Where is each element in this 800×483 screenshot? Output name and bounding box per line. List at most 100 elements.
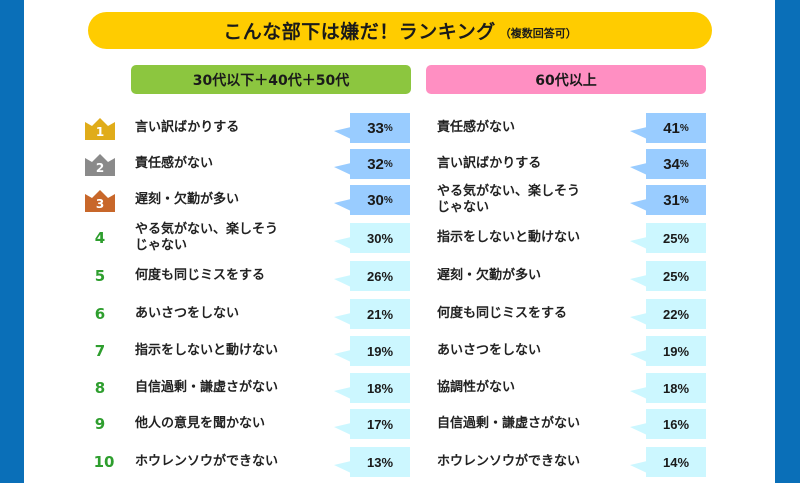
percent-bubble: 19% [334,336,410,366]
title-main: こんな部下は嫌だ！ランキング [223,21,496,43]
item-label: 何度も同じミスをする [135,268,266,283]
percent-unit: % [679,158,689,170]
item-label: 言い訳ばかりする [135,120,240,135]
bubble-tail [630,313,647,325]
title-sub: （複数回答可） [499,26,577,40]
bubble-tail [630,387,647,399]
percent-value: 32 [367,155,384,173]
bubble-tail [630,423,647,435]
bubble-tail [334,199,351,211]
percent-unit: % [383,122,393,134]
rank-badge: 7 [84,339,116,363]
rank-badge: 10 [88,450,120,474]
rank-number: 4 [94,229,106,247]
rank-number: 8 [94,379,106,397]
percent-value: 31 [663,191,680,209]
percent-bubble: 25% [630,261,706,291]
percent-value: 30% [366,230,394,246]
bubble-tail [630,237,647,249]
percent-unit: % [679,122,689,134]
rank-badge: 1 [84,116,116,140]
item-label: やる気がない、楽しそう じゃない [135,222,279,253]
percent-value: 30 [367,191,384,209]
percent-bubble: 30% [334,185,410,215]
percent-value: 26% [366,268,394,284]
rank-badge: 8 [84,376,116,400]
bubble-tail [334,127,351,139]
bubble-tail [334,423,351,435]
percent-unit: % [679,194,689,206]
percent-value: 41 [663,119,680,137]
right-column-header: 60代以上 [426,65,706,94]
rank-badge: 6 [84,302,116,326]
percent-value: 16% [662,416,690,432]
percent-value: 34 [663,155,680,173]
percent-bubble: 18% [630,373,706,403]
bubble-tail [334,163,351,175]
percent-value: 14% [662,454,690,470]
item-label: あいさつをしない [437,343,542,358]
percent-value: 25% [662,230,690,246]
left-column-header: 30代以下＋40代＋50代 [131,65,411,94]
bubble-tail [334,275,351,287]
percent-bubble: 13% [334,447,410,477]
rank-badge: 5 [84,264,116,288]
item-label: 何度も同じミスをする [437,306,568,321]
percent-value: 13% [366,454,394,470]
item-label: 指示をしないと動けない [135,343,279,358]
bubble-tail [630,275,647,287]
percent-value: 18% [662,380,690,396]
rank-number: 10 [93,453,115,471]
rank-badge: 2 [84,152,116,176]
item-label: ホウレンソウができない [135,454,279,469]
item-label: 自信過剰・謙虚さがない [437,416,581,431]
item-label: 責任感がない [135,156,214,171]
rank-number: 1 [95,124,105,139]
percent-bubble: 32% [334,149,410,179]
crown-icon [85,154,115,176]
crown-icon [85,190,115,212]
item-label: 自信過剰・謙虚さがない [135,380,279,395]
bubble-tail [334,237,351,249]
rank-number: 7 [94,342,106,360]
item-label: 遅刻・欠勤が多い [135,192,240,207]
bubble-tail [630,127,647,139]
percent-value: 22% [662,306,690,322]
item-label: 指示をしないと動けない [437,230,581,245]
percent-bubble: 14% [630,447,706,477]
bubble-tail [334,313,351,325]
percent-bubble: 18% [334,373,410,403]
percent-value: 17% [366,416,394,432]
percent-bubble: 30% [334,223,410,253]
rank-badge: 4 [84,226,116,250]
rank-number: 5 [94,267,106,285]
percent-bubble: 22% [630,299,706,329]
item-label: 遅刻・欠勤が多い [437,268,542,283]
item-label: 責任感がない [437,120,516,135]
percent-value: 18% [366,380,394,396]
percent-value: 33 [367,119,384,137]
item-label: やる気がない、楽しそう じゃない [437,184,581,215]
rank-number: 3 [95,196,105,211]
frame-right [775,0,800,483]
percent-bubble: 34% [630,149,706,179]
frame-left [0,0,24,483]
crown-icon [85,118,115,140]
percent-bubble: 16% [630,409,706,439]
percent-bubble: 25% [630,223,706,253]
percent-value: 21% [366,306,394,322]
bubble-tail [334,461,351,473]
rank-badge: 3 [84,188,116,212]
percent-bubble: 21% [334,299,410,329]
rank-number: 9 [94,415,106,433]
percent-bubble: 41% [630,113,706,143]
percent-bubble: 17% [334,409,410,439]
item-label: ホウレンソウができない [437,454,581,469]
bubble-tail [630,461,647,473]
percent-value: 25% [662,268,690,284]
page-title: こんな部下は嫌だ！ランキング （複数回答可） [88,12,712,49]
percent-bubble: 26% [334,261,410,291]
percent-value: 19% [366,343,394,359]
bubble-tail [630,163,647,175]
percent-bubble: 31% [630,185,706,215]
